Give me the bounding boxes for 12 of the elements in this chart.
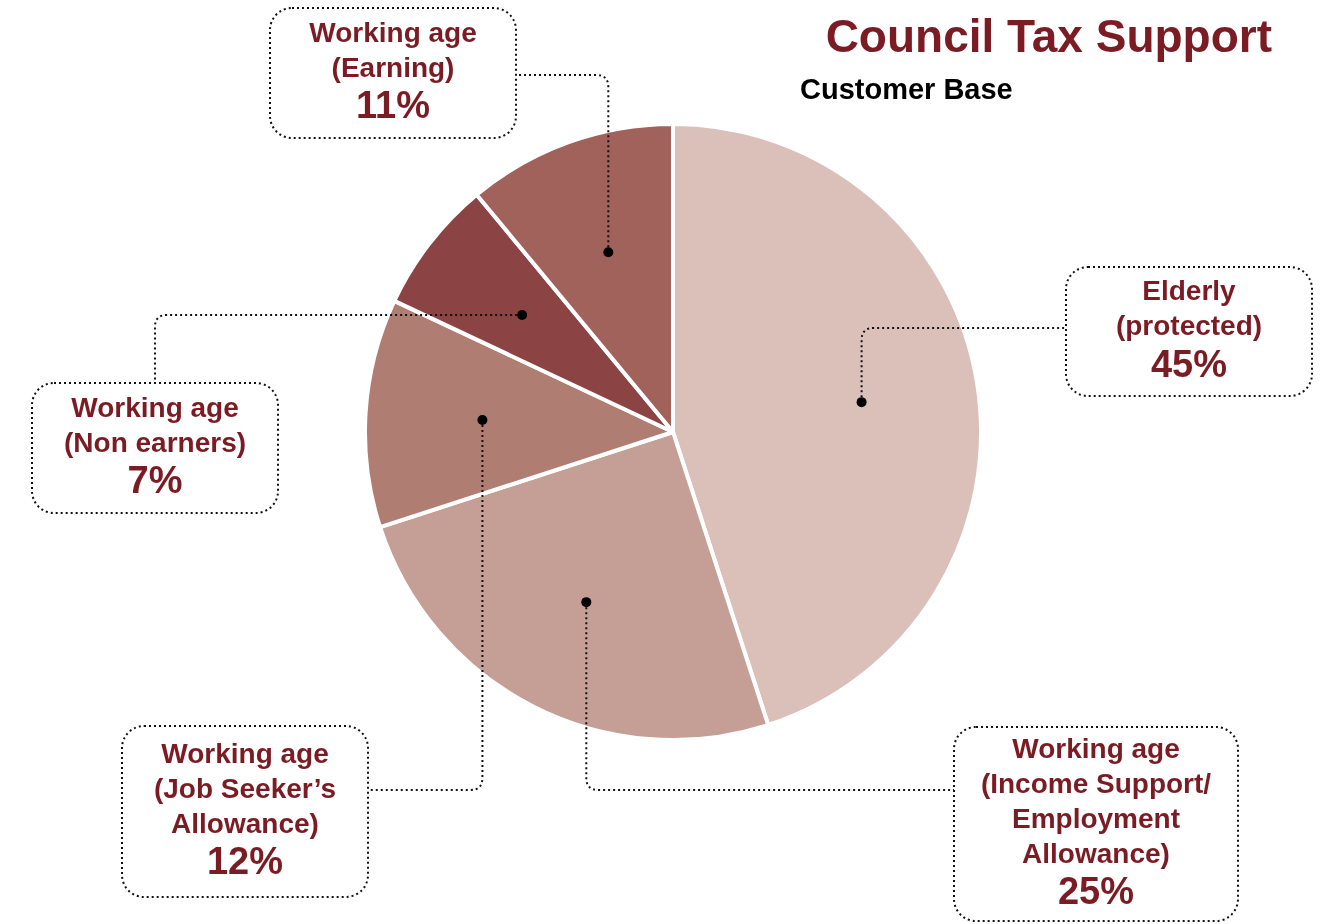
slice-label: Elderly (protected) (1115, 275, 1263, 342)
slice-label: Working age (Job Seeker’s Allowance) (153, 737, 337, 839)
slice-label: Working age (Non earners) (63, 391, 247, 458)
slice-label: Working age (Earning) (309, 16, 477, 83)
data-label: 25% (1057, 870, 1135, 913)
data-label: 12% (206, 840, 284, 883)
data-label: 45% (1150, 342, 1228, 385)
text: Customer Base (800, 73, 1013, 105)
slice-label: Working age (Income Support/ Employment Allowance) (980, 732, 1212, 869)
data-label: 11% (356, 84, 430, 127)
chart-title: Council Tax Support (825, 10, 1272, 62)
data-label: 7% (127, 459, 183, 502)
